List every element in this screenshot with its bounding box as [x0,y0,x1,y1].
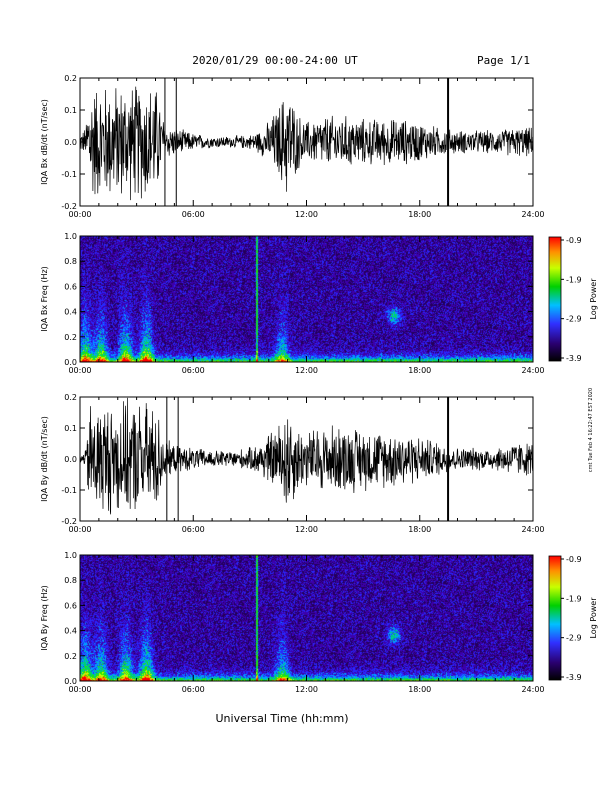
spectrogram-canvas [80,236,533,362]
colorbar [548,236,562,362]
x-axis-title: Universal Time (hh:mm) [216,712,349,725]
y-tick-label: -0.2 [61,202,77,211]
x-tick-label: 18:00 [408,685,431,694]
creation-note: cmt Tue Feb 4 16:22:47 EST 2020 [588,388,594,472]
x-tick-label: 06:00 [182,685,205,694]
y-tick-label: 0.2 [64,333,77,342]
y-tick-label: 0.6 [64,601,77,610]
y-tick-label: 0.4 [64,627,77,636]
y-tick-label: 0.6 [64,282,77,291]
colorbar-tick-label: -2.9 [566,315,582,324]
x-tick-label: 12:00 [295,366,318,375]
y-tick-label: 0.8 [64,257,77,266]
y-tick-label: 0.0 [64,455,77,464]
y-tick-label: 0.1 [64,106,77,115]
x-tick-label: 18:00 [408,210,431,219]
colorbar-tick-label: -1.9 [566,275,582,284]
colorbar-tick-label: -1.9 [566,594,582,603]
plot-title: 2020/01/29 00:00-24:00 UT [192,54,358,67]
y-tick-label: 0.8 [64,576,77,585]
spectrogram-canvas [80,555,533,681]
x-tick-label: 00:00 [68,525,91,534]
by-spectrogram-panel: -0.9 -1.9 -2.9 -3.9 Log Power 00:00 06:00 12:00… [40,551,598,694]
x-tick-label: 24:00 [521,525,544,534]
y-tick-label: 0.2 [64,393,77,402]
x-tick-label: 00:00 [68,210,91,219]
x-tick-label: 24:00 [521,366,544,375]
y-axis-label: IQA Bx Freq (Hz) [40,266,49,332]
y-tick-label: 0.0 [64,358,77,367]
page-indicator: Page 1/1 [477,54,530,67]
by-waveform-panel: 00:00 06:00 12:00 18:00 24:00 0.2 0.1 0.0 -0.1 -0… [40,393,545,534]
x-tick-label: 06:00 [182,210,205,219]
y-axis-label: IQA By Freq (Hz) [40,585,49,651]
y-tick-label: 0.2 [64,74,77,83]
waveform-trace [80,397,533,515]
y-tick-label: -0.1 [61,170,77,179]
x-tick-label: 12:00 [295,525,318,534]
x-tick-label: 00:00 [68,685,91,694]
x-tick-label: 12:00 [295,685,318,694]
y-tick-label: 0.1 [64,424,77,433]
y-axis-label: IQA By dB/dt (nT/sec) [40,416,49,502]
colorbar-tick-label: -0.9 [566,555,582,564]
bx-waveform-panel: 00:00 06:00 12:00 18:00 24:00 0.2 0.1 0.0 -0.1 -0… [40,74,545,219]
x-tick-label: 18:00 [408,366,431,375]
colorbar-tick-label: -0.9 [566,236,582,245]
y-axis-label: IQA Bx dB/dt (nT/sec) [40,99,49,185]
spectrogram-image [80,236,533,362]
spectrogram-image [80,555,533,681]
x-tick-label: 00:00 [68,366,91,375]
y-tick-label: 0.0 [64,677,77,686]
colorbar-tick-label: -3.9 [566,673,582,682]
colorbar [548,555,562,681]
y-tick-label: -0.2 [61,517,77,526]
y-tick-label: 1.0 [64,232,77,241]
y-tick-label: 0.0 [64,138,77,147]
x-tick-label: 12:00 [295,210,318,219]
colorbar-tick-label: -3.9 [566,354,582,363]
x-tick-label: 24:00 [521,685,544,694]
colorbar-label: Log Power [589,597,598,639]
y-tick-label: 0.4 [64,308,77,317]
colorbar-tick-label: -2.9 [566,634,582,643]
y-tick-label: 1.0 [64,551,77,560]
bx-spectrogram-panel: -0.9 -1.9 -2.9 -3.9 Log Power 00:00 06:00 12:00… [40,232,598,375]
y-tick-label: -0.1 [61,486,77,495]
y-tick-label: 0.2 [64,652,77,661]
x-tick-label: 06:00 [182,366,205,375]
x-tick-label: 24:00 [521,210,544,219]
waveform-trace [80,86,533,201]
x-tick-label: 06:00 [182,525,205,534]
colorbar-label: Log Power [589,278,598,320]
x-tick-label: 18:00 [408,525,431,534]
